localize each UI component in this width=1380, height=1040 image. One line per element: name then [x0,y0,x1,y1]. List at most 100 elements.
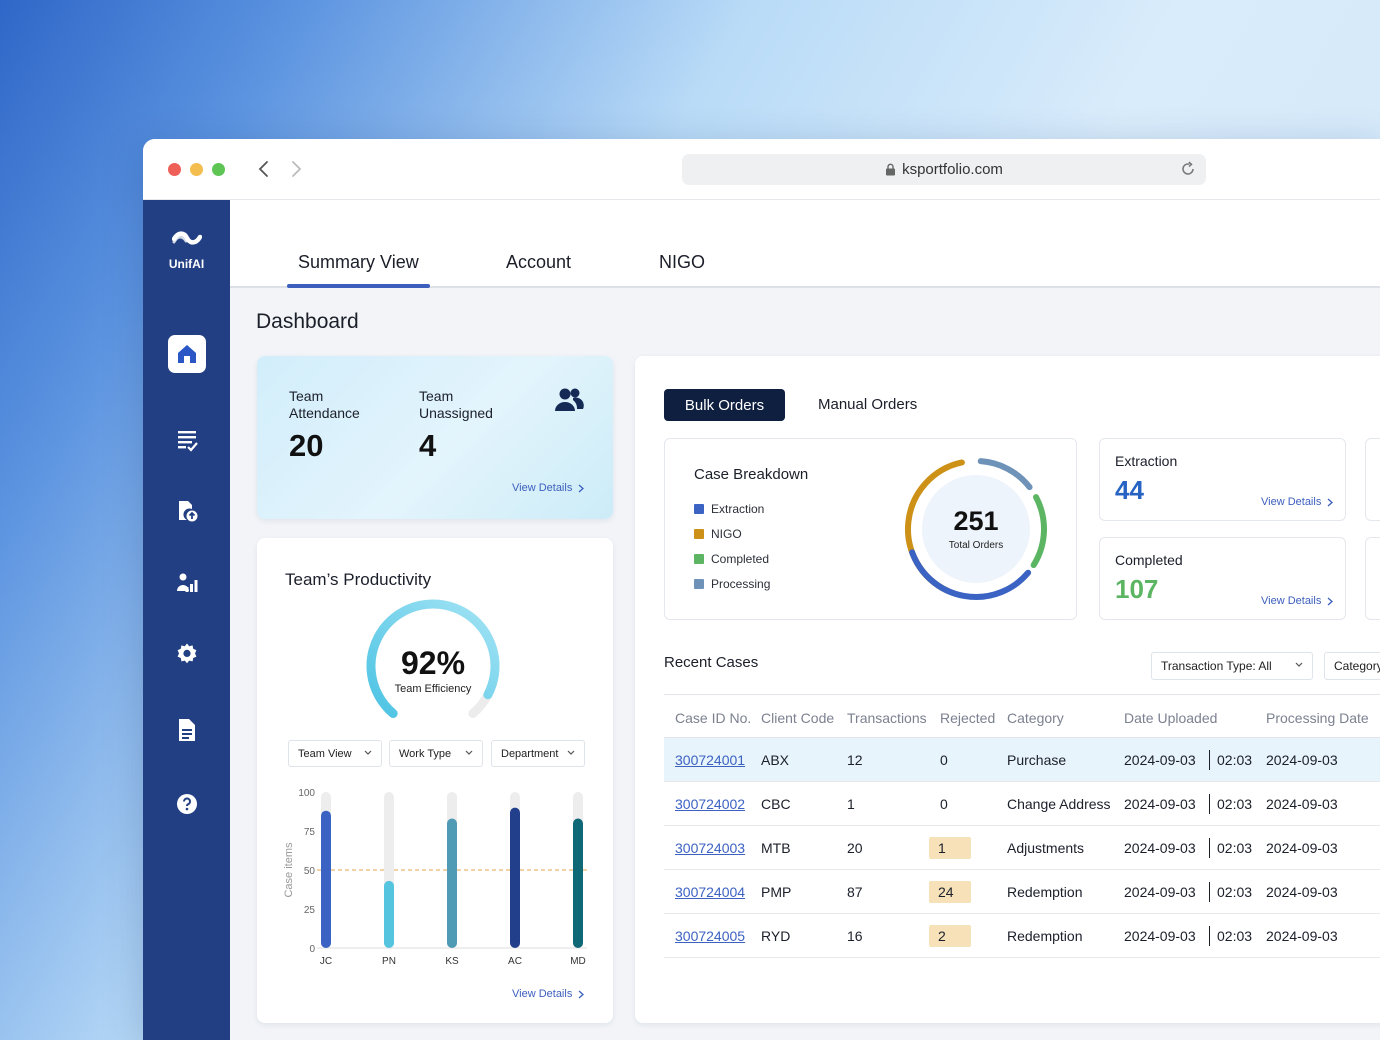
bar-md [573,818,583,948]
table-row[interactable]: 300724002 CBC 1 0 Change Address 2024-09-03 02… [664,782,1380,826]
main-content: Summary View Account NIGO Dashboard Team… [230,200,1380,1040]
case-id-link[interactable]: 300724002 [675,796,746,812]
column-header-client-code[interactable]: Client Code [761,710,835,726]
category-dropdown[interactable]: Category [1324,652,1380,680]
sidebar-item-analytics[interactable] [168,564,206,602]
case-id-link[interactable]: 300724005 [675,928,746,944]
address-bar[interactable]: ksportfolio.com [682,154,1206,185]
productivity-bar-chart: 100 75 50 25 0 Case items JC PN KS AC MD [283,788,587,967]
case-id-link[interactable]: 300724003 [675,840,746,856]
work-type-dropdown[interactable]: Work Type [389,740,483,767]
column-header-category[interactable]: Category [1007,710,1064,726]
category-cell: Purchase [1007,752,1067,768]
case-breakdown-panel: Case Breakdown Extraction NIGO Completed… [664,438,1077,620]
sidebar-item-home[interactable] [168,335,206,373]
date-time-separator [1209,794,1210,814]
forward-arrow-icon[interactable] [288,159,304,179]
table-row[interactable]: 300724004 PMP 87 24 Redemption 2024-09-03 02:0… [664,870,1380,914]
client-code-cell: RYD [761,928,791,944]
rejected-badge: 2 [929,925,971,947]
transactions-cell: 12 [847,752,863,768]
productivity-view-details-link[interactable]: View Details [512,988,585,1000]
column-header-processing-date[interactable]: Processing Date [1266,710,1369,726]
legend-item-completed: Completed [694,552,769,566]
chevron-down-icon [567,750,575,755]
y-tick-label: 25 [304,905,316,916]
team-view-dropdown[interactable]: Team View [288,740,382,767]
sidebar-item-tasks[interactable] [168,422,206,460]
category-cell: Change Address [1007,796,1111,812]
sidebar-item-settings[interactable] [168,635,206,673]
tab-bulk-orders[interactable]: Bulk Orders [664,389,785,421]
total-orders-label: Total Orders [949,540,1003,551]
extraction-view-details-link[interactable]: View Details [1261,496,1334,508]
chevron-right-icon [578,484,585,492]
y-tick-label: 100 [298,788,315,799]
y-tick-label: 0 [309,944,315,955]
date-time-separator [1209,838,1210,858]
department-dropdown[interactable]: Department [491,740,585,767]
tab-nigo[interactable]: NIGO [659,252,706,272]
chevron-right-icon [1327,498,1334,506]
legend-item-processing: Processing [694,577,770,591]
x-tick-label: JC [320,956,332,967]
processing-date-cell: 2024-09-03 [1266,928,1338,944]
table-row[interactable]: 300724001 ABX 12 0 Purchase 2024-09-03 02:03 20… [664,738,1380,782]
sidebar-item-files[interactable] [168,492,206,530]
rejected-cell: 0 [940,796,948,812]
orders-card: Bulk Orders Manual Orders Case Breakdown… [635,356,1380,1023]
chevron-down-icon [465,750,473,755]
sidebar-item-documents[interactable] [168,711,206,749]
table-row[interactable]: 300724003 MTB 20 1 Adjustments 2024-09-03 02:0… [664,826,1380,870]
bar-ks [447,818,457,948]
processing-date-cell: 2024-09-03 [1266,884,1338,900]
brand-name: UnifAI [168,257,205,271]
stat-card-partial [1365,438,1380,521]
column-header-date-uploaded[interactable]: Date Uploaded [1124,710,1218,726]
browser-titlebar: ksportfolio.com [143,139,1380,200]
top-tab-bar: Summary View Account NIGO [230,200,1380,288]
brand-logo[interactable]: UnifAI [143,230,230,271]
minimize-window-button[interactable] [190,163,203,176]
tab-account[interactable]: Account [506,252,572,272]
extraction-stat-value: 44 [1115,475,1144,505]
completed-view-details-link[interactable]: View Details [1261,595,1334,607]
analytics-icon [177,573,198,592]
case-id-link[interactable]: 300724001 [675,752,746,768]
extraction-stat-label: Extraction [1115,453,1178,469]
attendance-view-details-link[interactable]: View Details [512,482,585,494]
column-header-rejected[interactable]: Rejected [940,710,996,726]
tab-summary-view[interactable]: Summary View [298,252,419,272]
back-arrow-icon[interactable] [256,159,272,179]
active-tab-indicator [287,284,430,288]
close-window-button[interactable] [168,163,181,176]
recent-cases-title: Recent Cases [664,654,759,671]
reload-icon[interactable] [1180,161,1196,181]
maximize-window-button[interactable] [212,163,225,176]
tab-manual-orders[interactable]: Manual Orders [818,396,918,413]
case-breakdown-donut: 251 Total Orders [905,458,1047,600]
y-axis-label: Case items [283,842,295,898]
table-row[interactable]: 300724005 RYD 16 2 Redemption 2024-09-03 02:03… [664,914,1380,958]
total-orders-value: 251 [953,506,998,536]
time-uploaded-cell: 02:03 [1217,796,1253,812]
column-header-case-id[interactable]: Case ID No. [675,710,752,726]
productivity-title: Team’s Productivity [285,570,432,589]
client-code-cell: PMP [761,884,792,900]
attendance-label: Team Attendance [289,388,360,421]
url-text: ksportfolio.com [902,161,1003,178]
case-id-link[interactable]: 300724004 [675,884,746,900]
browser-window: ksportfolio.com UnifAI [143,139,1380,1040]
unassigned-value: 4 [419,428,437,463]
column-header-transactions[interactable]: Transactions [847,710,927,726]
rejected-badge: 1 [929,837,971,859]
transactions-cell: 16 [847,928,863,944]
completed-stat-value: 107 [1115,574,1159,604]
sidebar-item-help[interactable] [168,785,206,823]
date-uploaded-cell: 2024-09-03 [1124,796,1196,812]
transaction-type-dropdown[interactable]: Transaction Type: All [1151,652,1313,680]
home-icon [178,345,196,363]
category-cell: Redemption [1007,928,1083,944]
donut-segment-processing [977,458,1033,491]
chevron-down-icon [1295,662,1303,667]
